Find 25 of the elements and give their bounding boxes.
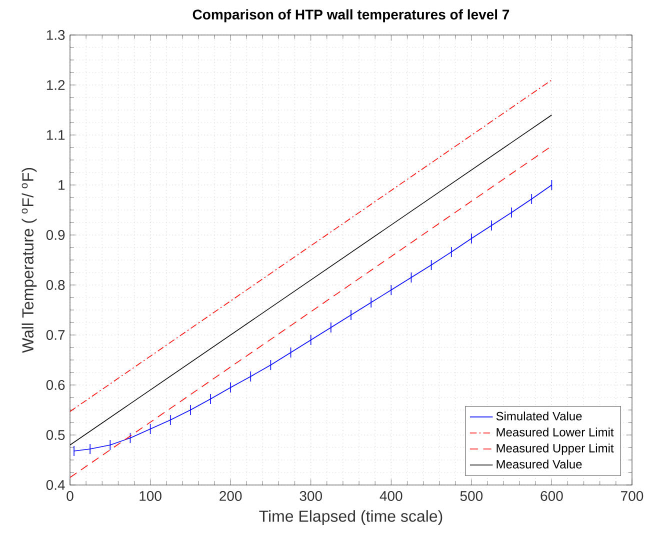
x-tick-label: 400 bbox=[380, 491, 402, 501]
legend-label: Measured Lower Limit bbox=[496, 428, 614, 436]
x-tick-label: 600 bbox=[540, 491, 563, 501]
x-tick-label: 200 bbox=[220, 491, 242, 501]
y-tick-label: 0.6 bbox=[46, 380, 65, 390]
x-tick-label: 100 bbox=[140, 491, 162, 501]
legend-label: Measured Value bbox=[496, 460, 582, 469]
chart-title: Comparison of HTP wall temperatures of level 7 bbox=[192, 9, 510, 22]
x-tick-label: 700 bbox=[621, 491, 644, 501]
y-tick-label: 0.5 bbox=[46, 430, 65, 440]
y-tick-label: 1 bbox=[58, 180, 65, 190]
x-tick-label: 300 bbox=[300, 491, 322, 501]
y-tick-label: 1.1 bbox=[46, 130, 65, 140]
x-tick-label: 0 bbox=[66, 491, 74, 501]
x-tick-label: 500 bbox=[460, 491, 483, 501]
legend-label: Simulated Value bbox=[496, 412, 582, 420]
y-tick-label: 1.3 bbox=[46, 30, 65, 40]
y-tick-label: 0.8 bbox=[46, 280, 65, 290]
y-tick-label: 0.7 bbox=[46, 330, 65, 340]
y-axis-title: Wall Temperature ( $^{o}$F/ $^{o}$F) bbox=[22, 168, 37, 353]
y-tick-label: 0.4 bbox=[46, 480, 65, 490]
y-tick-label: 0.9 bbox=[46, 230, 65, 240]
x-axis-title: Time Elapsed (time scale) bbox=[259, 510, 442, 526]
y-tick-label: 1.2 bbox=[46, 80, 65, 90]
legend-label: Measured Upper Limit bbox=[496, 444, 614, 455]
